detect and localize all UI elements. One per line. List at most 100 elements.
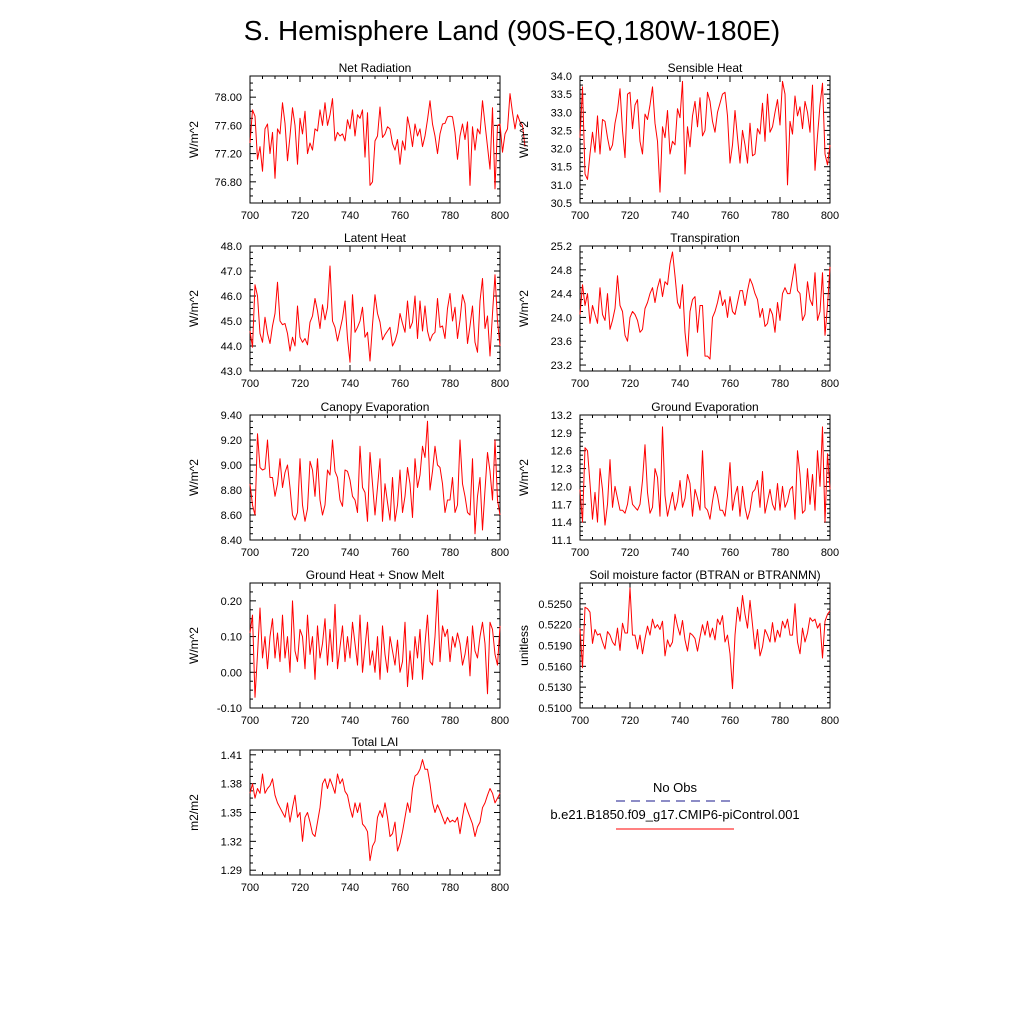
x-tick-label: 760 [391,715,409,727]
y-tick-label: 1.35 [221,808,242,820]
x-tick-label: 740 [671,378,689,390]
panel-title: Latent Heat [344,231,407,245]
y-axis-label: W/m^2 [187,290,201,327]
x-tick-label: 760 [721,547,739,559]
x-tick-label: 800 [491,378,509,390]
x-tick-label: 740 [341,378,359,390]
panel-title: Net Radiation [339,61,412,75]
y-tick-label: 24.8 [551,265,572,277]
y-axis-label: W/m^2 [517,459,531,496]
chart-panel-6: Ground Evaporation 700 720 740 760 780 800 11.1… [517,400,839,559]
y-axis-label: W/m^2 [187,627,201,664]
y-axis-label: W/m^2 [517,290,531,327]
x-tick-label: 780 [441,547,459,559]
plot-frame [249,582,501,709]
x-tick-label: 780 [771,715,789,727]
y-tick-label: 33.5 [551,89,572,101]
y-tick-label: 0.5100 [538,703,572,715]
x-tick-label: 800 [821,715,839,727]
x-tick-label: 700 [241,210,259,222]
x-tick-label: 760 [721,378,739,390]
x-tick-label: 700 [241,882,259,894]
x-tick-label: 740 [671,547,689,559]
y-tick-label: 31.5 [551,162,572,174]
x-tick-label: 780 [441,210,459,222]
y-tick-label: 0.5160 [538,661,572,673]
x-tick-label: 800 [821,378,839,390]
x-tick-label: 760 [391,210,409,222]
x-tick-label: 780 [441,378,459,390]
x-tick-label: 700 [571,210,589,222]
y-tick-label: 13.2 [551,410,572,422]
plot-frame [579,582,831,709]
y-tick-label: 1.38 [221,779,242,791]
x-tick-label: 740 [341,715,359,727]
y-tick-label: 11.1 [551,535,572,547]
y-tick-label: 1.29 [221,865,242,877]
x-tick-label: 740 [341,882,359,894]
y-tick-label: 45.0 [221,316,242,328]
x-tick-label: 800 [491,882,509,894]
y-tick-label: 8.40 [221,535,242,547]
x-tick-label: 800 [821,547,839,559]
y-tick-label: 25.2 [551,241,572,253]
y-tick-label: 8.80 [221,485,242,497]
chart-panel-3: Latent Heat 700 720 740 760 780 800 43.0 44.0 45.… [187,231,509,390]
panel-title: Canopy Evaporation [321,400,430,414]
x-tick-label: 760 [391,547,409,559]
y-tick-label: 0.5250 [538,599,572,611]
y-tick-label: 77.20 [214,149,242,161]
x-tick-label: 700 [571,378,589,390]
x-tick-label: 780 [771,210,789,222]
chart-panel-8: Soil moisture factor (BTRAN or BTRANMN) 7… [517,568,839,727]
y-tick-label: 47.0 [221,266,242,278]
y-tick-label: 78.00 [214,92,242,104]
y-tick-label: 0.5190 [538,641,572,653]
x-tick-label: 780 [441,882,459,894]
y-tick-label: 11.7 [551,499,572,511]
y-tick-label: 31.0 [551,180,572,192]
y-tick-label: 0.5130 [538,682,572,694]
x-tick-label: 740 [341,547,359,559]
x-tick-label: 780 [771,378,789,390]
plot-frame [249,75,501,204]
x-tick-label: 760 [721,210,739,222]
y-axis-label: m2/m2 [187,794,201,831]
x-tick-label: 800 [821,210,839,222]
y-tick-label: 11.4 [551,517,572,529]
plot-frame [579,75,831,204]
figure-title: S. Hemisphere Land (90S-EQ,180W-180E) [244,15,780,46]
y-tick-label: 33.0 [551,107,572,119]
legend-label-obs: No Obs [653,780,698,795]
series-line [249,93,526,190]
y-tick-label: 48.0 [221,241,242,253]
plot-frame [249,245,501,372]
y-tick-label: 12.9 [551,428,572,440]
chart-panel-4: Transpiration 700 720 740 760 780 800 23.2 23.6 2… [517,231,839,390]
panels-group: Net Radiation 700 720 740 760 780 800 76.80 77.2… [187,61,839,894]
legend-label-model: b.e21.B1850.f09_g17.CMIP6-piControl.001 [550,807,799,822]
x-tick-label: 720 [291,715,309,727]
series-line [579,426,831,526]
series-line [249,759,501,862]
y-tick-label: 1.41 [221,750,242,762]
y-tick-label: 0.10 [221,632,242,644]
y-tick-label: 0.5220 [538,620,572,632]
y-tick-label: 1.32 [221,836,242,848]
x-tick-label: 720 [621,210,639,222]
y-axis-label: W/m^2 [187,121,201,158]
x-tick-label: 800 [491,210,509,222]
y-tick-label: 24.0 [551,312,572,324]
y-tick-label: 0.20 [221,596,242,608]
plot-frame [249,749,501,876]
panel-title: Transpiration [670,231,740,245]
y-tick-label: 12.6 [551,446,572,458]
series-line [579,251,831,360]
y-tick-label: 23.2 [551,360,572,372]
x-tick-label: 800 [491,715,509,727]
x-tick-label: 720 [291,547,309,559]
x-tick-label: 720 [621,378,639,390]
x-tick-label: 700 [241,547,259,559]
y-tick-label: 9.40 [221,410,242,422]
